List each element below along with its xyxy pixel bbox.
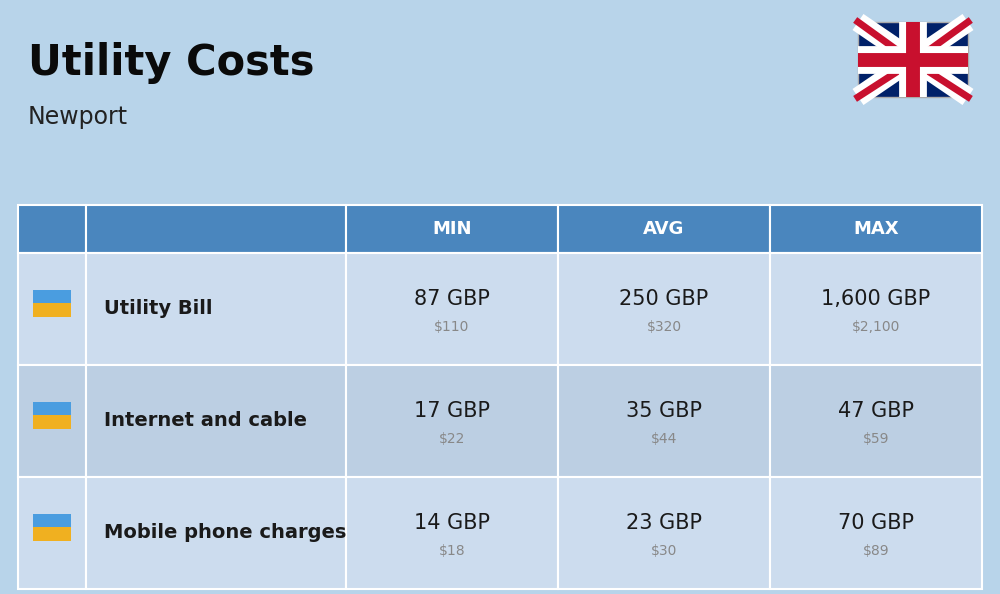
Text: 1,600 GBP: 1,600 GBP bbox=[821, 289, 931, 309]
Text: $320: $320 bbox=[646, 320, 682, 334]
Text: 87 GBP: 87 GBP bbox=[414, 289, 490, 309]
Bar bbox=[33, 290, 71, 317]
Bar bbox=[558, 253, 770, 365]
Text: $30: $30 bbox=[651, 544, 677, 558]
Bar bbox=[346, 253, 558, 365]
Bar bbox=[346, 205, 558, 253]
Text: Mobile phone charges: Mobile phone charges bbox=[104, 523, 346, 542]
Text: AVG: AVG bbox=[643, 220, 685, 238]
Bar bbox=[33, 415, 71, 429]
Bar bbox=[86, 477, 346, 589]
Bar bbox=[86, 205, 346, 253]
Bar bbox=[33, 527, 71, 541]
Bar bbox=[770, 205, 982, 253]
Text: MIN: MIN bbox=[432, 220, 472, 238]
Bar bbox=[558, 477, 770, 589]
Text: 250 GBP: 250 GBP bbox=[619, 289, 709, 309]
Text: Utility Costs: Utility Costs bbox=[28, 42, 314, 84]
Text: $22: $22 bbox=[439, 432, 465, 446]
Text: 23 GBP: 23 GBP bbox=[626, 513, 702, 533]
Bar bbox=[18, 365, 86, 477]
Bar bbox=[858, 22, 968, 97]
Bar bbox=[86, 253, 346, 365]
Bar bbox=[18, 253, 86, 365]
Text: MAX: MAX bbox=[853, 220, 899, 238]
Text: $89: $89 bbox=[863, 544, 889, 558]
Bar bbox=[33, 304, 71, 317]
Text: 47 GBP: 47 GBP bbox=[838, 401, 914, 421]
Bar bbox=[770, 365, 982, 477]
Bar bbox=[18, 205, 86, 253]
Bar bbox=[18, 477, 86, 589]
Text: $44: $44 bbox=[651, 432, 677, 446]
Bar bbox=[770, 253, 982, 365]
Bar bbox=[770, 477, 982, 589]
Text: Internet and cable: Internet and cable bbox=[104, 412, 307, 431]
Text: $18: $18 bbox=[439, 544, 465, 558]
Text: $2,100: $2,100 bbox=[852, 320, 900, 334]
Text: Newport: Newport bbox=[28, 105, 128, 129]
Bar bbox=[558, 205, 770, 253]
Bar bbox=[346, 365, 558, 477]
Bar bbox=[33, 514, 71, 541]
Bar bbox=[346, 477, 558, 589]
Text: 17 GBP: 17 GBP bbox=[414, 401, 490, 421]
Text: 70 GBP: 70 GBP bbox=[838, 513, 914, 533]
Bar bbox=[33, 402, 71, 429]
Text: 14 GBP: 14 GBP bbox=[414, 513, 490, 533]
Bar bbox=[558, 365, 770, 477]
Text: 35 GBP: 35 GBP bbox=[626, 401, 702, 421]
Text: Utility Bill: Utility Bill bbox=[104, 299, 212, 318]
Text: $110: $110 bbox=[434, 320, 470, 334]
Text: $59: $59 bbox=[863, 432, 889, 446]
Bar bbox=[86, 365, 346, 477]
